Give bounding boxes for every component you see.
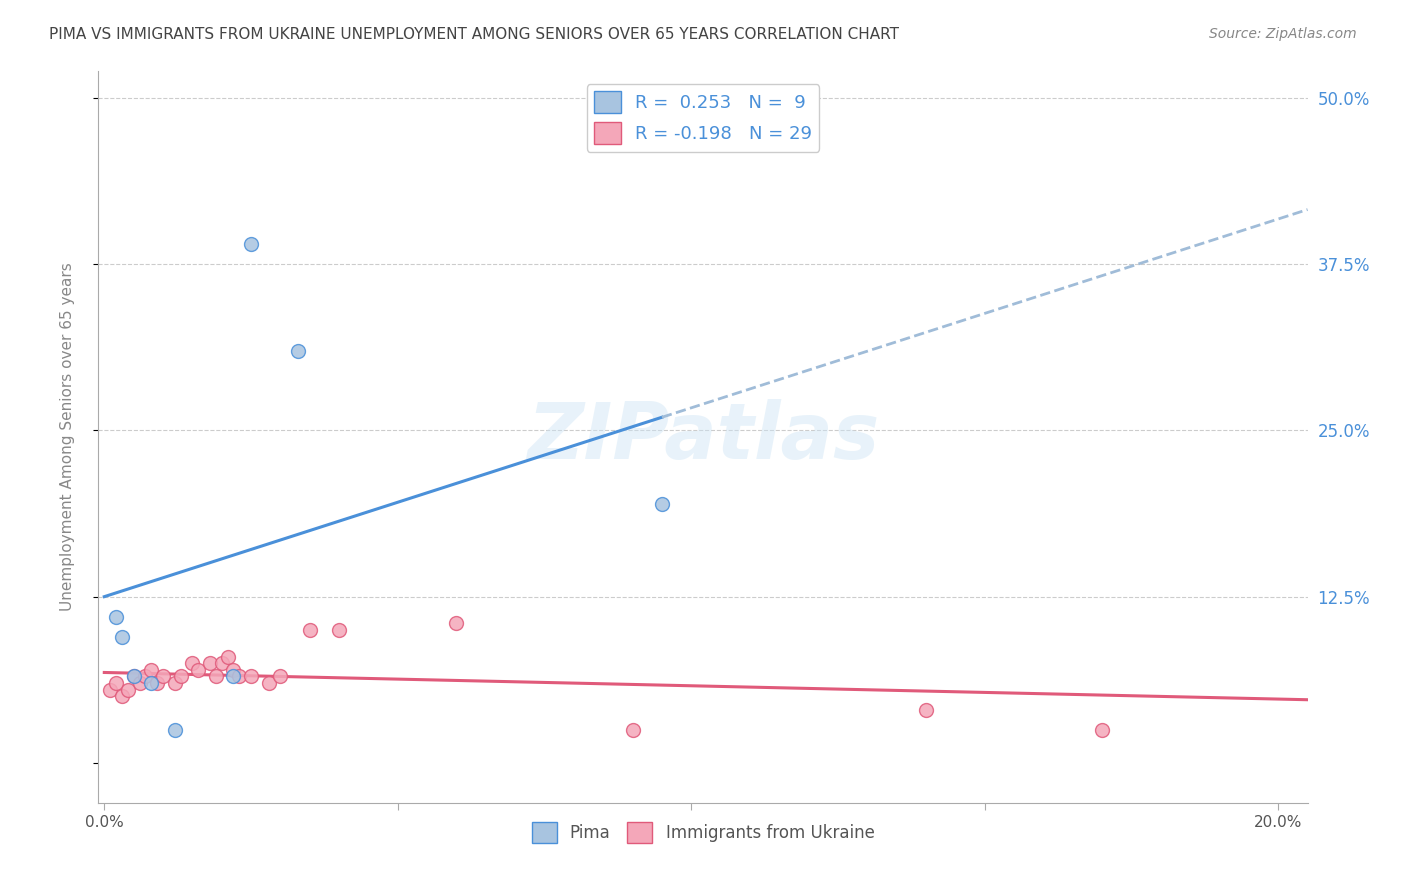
Point xyxy=(298,623,321,637)
Point xyxy=(228,669,250,683)
Point xyxy=(222,669,245,683)
Text: ZIPatlas: ZIPatlas xyxy=(527,399,879,475)
Point xyxy=(98,682,121,697)
Point xyxy=(134,669,156,683)
Legend: Pima, Immigrants from Ukraine: Pima, Immigrants from Ukraine xyxy=(524,815,882,849)
Point xyxy=(446,616,468,631)
Point xyxy=(128,676,150,690)
Point xyxy=(187,663,209,677)
Point xyxy=(257,676,280,690)
Y-axis label: Unemployment Among Seniors over 65 years: Unemployment Among Seniors over 65 years xyxy=(60,263,75,611)
Point xyxy=(105,676,128,690)
Point xyxy=(211,656,233,670)
Point xyxy=(915,703,938,717)
Point xyxy=(240,669,263,683)
Point xyxy=(217,649,239,664)
Point xyxy=(169,669,191,683)
Point xyxy=(1091,723,1114,737)
Point xyxy=(152,669,174,683)
Point xyxy=(146,676,169,690)
Point xyxy=(141,663,163,677)
Point xyxy=(122,669,145,683)
Point xyxy=(163,676,186,690)
Point xyxy=(328,623,350,637)
Point xyxy=(111,630,134,644)
Point xyxy=(240,237,263,252)
Point xyxy=(621,723,644,737)
Text: PIMA VS IMMIGRANTS FROM UKRAINE UNEMPLOYMENT AMONG SENIORS OVER 65 YEARS CORRELA: PIMA VS IMMIGRANTS FROM UKRAINE UNEMPLOY… xyxy=(49,27,900,42)
Text: Source: ZipAtlas.com: Source: ZipAtlas.com xyxy=(1209,27,1357,41)
Point xyxy=(222,663,245,677)
Point xyxy=(105,609,128,624)
Point xyxy=(141,676,163,690)
Point xyxy=(122,669,145,683)
Point xyxy=(181,656,204,670)
Point xyxy=(204,669,226,683)
Point xyxy=(198,656,221,670)
Point xyxy=(287,343,309,358)
Point xyxy=(651,497,673,511)
Point xyxy=(111,690,134,704)
Point xyxy=(117,682,139,697)
Point xyxy=(269,669,291,683)
Point xyxy=(163,723,186,737)
